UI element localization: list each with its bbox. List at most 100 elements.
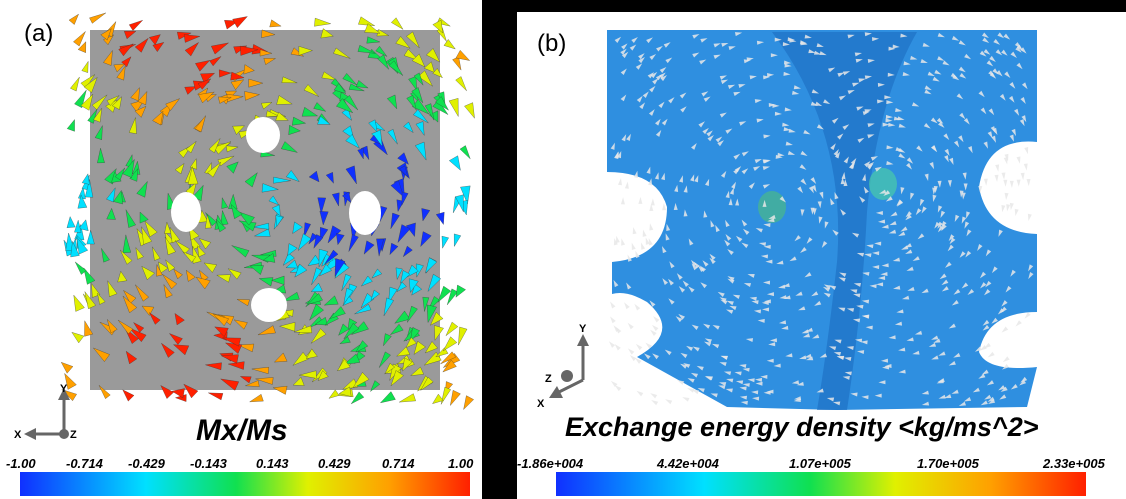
magnetization-arrow [1016, 179, 1021, 187]
magnetization-arrow [655, 129, 662, 137]
magnetization-arrow [225, 145, 239, 153]
magnetization-arrow [760, 254, 769, 259]
magnetization-arrow [420, 231, 432, 247]
magnetization-arrow [78, 219, 89, 231]
magnetization-arrow [999, 394, 1007, 400]
magnetization-arrow [1010, 269, 1016, 277]
magnetization-arrow [648, 178, 653, 186]
magnetization-arrow [292, 352, 309, 366]
magnetization-arrow [173, 344, 190, 356]
magnetization-arrow [763, 244, 771, 249]
vortex-core [758, 191, 786, 223]
magnetization-arrow [113, 189, 123, 205]
magnetization-arrow [638, 57, 645, 64]
magnetization-arrow [888, 46, 896, 51]
magnetization-arrow [937, 32, 945, 38]
magnetization-arrow [883, 190, 891, 197]
magnetization-arrow [1003, 179, 1008, 187]
magnetization-arrow [749, 75, 757, 80]
magnetization-arrow [659, 72, 666, 79]
magnetization-arrow [951, 35, 960, 41]
magnetization-arrow [448, 155, 461, 171]
magnetization-arrow [1021, 115, 1027, 123]
magnetization-arrow [432, 99, 449, 115]
magnetization-arrow [1002, 356, 1010, 363]
magnetization-arrow [148, 34, 161, 46]
magnetization-arrow [882, 122, 890, 127]
magnetization-arrow [793, 85, 802, 90]
magnetization-arrow [888, 229, 897, 234]
magnetization-arrow [646, 37, 653, 44]
magnetization-arrow [719, 362, 727, 367]
magnetization-arrow [244, 172, 258, 188]
magnetization-arrow [986, 380, 994, 386]
colorbar-a [20, 472, 470, 496]
magnetization-arrow [742, 367, 750, 372]
magnetization-arrow [682, 280, 689, 287]
magnetization-arrow [828, 67, 836, 73]
magnetization-arrow [748, 182, 755, 189]
magnetization-arrow [824, 221, 829, 229]
magnetization-arrow [343, 353, 361, 365]
magnetization-arrow [173, 268, 183, 280]
magnetization-arrow [1014, 42, 1022, 49]
colorbar-tick: -1.86e+004 [517, 456, 584, 471]
magnetization-arrow [787, 150, 796, 155]
magnetization-arrow [1028, 272, 1034, 280]
magnetization-arrow [268, 195, 280, 206]
magnetization-arrow [230, 204, 243, 220]
magnetization-arrow [947, 180, 952, 188]
magnetization-arrow [943, 133, 950, 141]
magnetization-arrow [649, 223, 654, 231]
magnetization-arrow [624, 302, 630, 310]
magnetization-arrow [758, 242, 767, 247]
magnetization-arrow [70, 240, 80, 258]
magnetization-arrow [937, 221, 943, 229]
magnetization-arrow [691, 324, 699, 330]
magnetization-arrow [910, 192, 915, 200]
magnetization-arrow [252, 222, 270, 230]
magnetization-arrow [720, 170, 727, 178]
magnetization-arrow [93, 107, 103, 123]
magnetization-arrow [647, 72, 655, 79]
magnetization-arrow [769, 338, 777, 343]
magnetization-arrow [128, 117, 137, 134]
magnetization-arrow [441, 235, 449, 249]
magnetization-arrow [1001, 326, 1009, 333]
magnetization-arrow [1024, 146, 1029, 155]
magnetization-arrow [1000, 306, 1007, 313]
magnetization-arrow [458, 326, 468, 346]
magnetization-arrow [688, 238, 694, 246]
magnetization-arrow [1004, 153, 1009, 162]
magnetization-arrow [936, 117, 944, 124]
magnetization-arrow [739, 364, 747, 369]
magnetization-arrow [1013, 108, 1020, 116]
magnetization-arrow [288, 125, 301, 135]
magnetization-arrow [754, 377, 763, 382]
magnetization-arrow [850, 392, 858, 397]
magnetization-arrow [205, 362, 222, 371]
magnetization-arrow [799, 40, 808, 45]
magnetization-arrow [184, 42, 200, 57]
magnetization-arrow [703, 210, 708, 218]
magnetization-arrow [1020, 97, 1026, 105]
magnetization-arrow [655, 118, 661, 126]
magnetization-arrow [856, 252, 865, 257]
magnetization-arrow [725, 128, 733, 134]
magnetization-arrow [709, 257, 716, 265]
magnetization-arrow [901, 245, 909, 250]
y-axis-label: Y [60, 383, 68, 395]
magnetization-arrow [320, 28, 334, 39]
magnetization-arrow [387, 129, 398, 145]
magnetization-arrow [232, 125, 245, 135]
magnetization-arrow [1001, 172, 1006, 180]
magnetization-arrow [621, 43, 628, 50]
magnetization-arrow [227, 268, 242, 280]
magnetization-arrow [1020, 172, 1025, 180]
magnetization-arrow [937, 56, 945, 61]
z-axis-label: Z [70, 429, 77, 441]
magnetization-arrow [687, 378, 695, 383]
magnetization-arrow [800, 150, 808, 156]
magnetization-arrow [1023, 163, 1028, 171]
magnetization-arrow [395, 267, 403, 280]
